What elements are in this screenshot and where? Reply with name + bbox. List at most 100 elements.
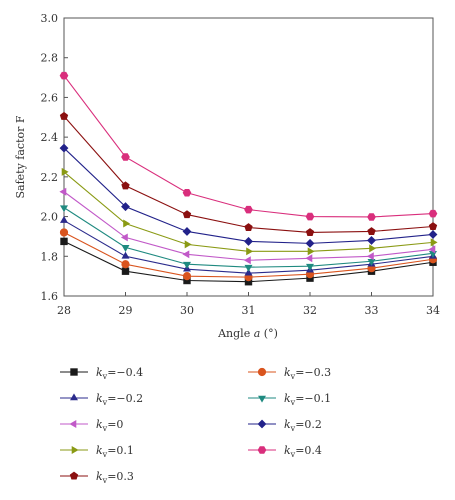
legend-var: k <box>284 366 291 379</box>
data-point <box>121 267 130 275</box>
data-point <box>367 213 376 221</box>
data-point <box>366 252 374 261</box>
data-point <box>428 230 438 239</box>
series-markers <box>59 71 438 286</box>
data-point <box>243 256 251 265</box>
x-tick-label: 29 <box>119 304 133 317</box>
legend-label: kv=0.3 <box>96 470 134 485</box>
legend-value: =0.2 <box>295 418 322 431</box>
data-point <box>60 205 68 213</box>
legend-var: k <box>96 392 103 405</box>
data-point <box>182 210 192 219</box>
data-point <box>59 187 67 196</box>
data-point <box>369 244 377 253</box>
legend-marker <box>257 367 267 377</box>
data-point <box>121 251 130 259</box>
data-point <box>61 167 69 176</box>
data-point <box>430 238 438 247</box>
data-point <box>183 261 191 269</box>
legend-value: =−0.2 <box>107 392 143 405</box>
data-point <box>305 212 315 221</box>
data-point <box>244 264 253 272</box>
y-tick-label: 1.8 <box>41 250 59 263</box>
legend-value: =0.3 <box>107 470 134 483</box>
legend-sub: v <box>102 398 108 407</box>
legend-var: k <box>284 392 291 405</box>
plot-frame <box>63 17 434 297</box>
legend-var: k <box>96 418 103 431</box>
legend-sub: v <box>290 450 296 459</box>
x-axis-title-var: a <box>254 327 261 340</box>
x-tick-label: 28 <box>57 304 71 317</box>
x-tick-label: 34 <box>426 304 440 317</box>
data-point <box>121 181 130 190</box>
legend-label: kv=0.1 <box>96 444 134 459</box>
data-point <box>367 258 376 266</box>
data-point <box>59 228 69 237</box>
data-point <box>121 245 130 252</box>
legend-var: k <box>96 444 103 457</box>
x-tick-label: 30 <box>180 304 194 317</box>
legend-value: =−0.4 <box>107 366 143 379</box>
legend-var: k <box>96 366 103 379</box>
data-point <box>182 227 192 236</box>
data-point <box>428 245 436 254</box>
legend-marker <box>258 395 266 403</box>
data-point <box>123 219 131 228</box>
legend-marker <box>257 419 267 429</box>
data-point <box>307 247 315 256</box>
data-point <box>367 235 376 245</box>
data-point <box>60 215 68 223</box>
x-axis-title: Angle a (°) <box>217 327 278 340</box>
y-tick-label: 2.4 <box>41 131 59 144</box>
legend-marker <box>69 471 79 480</box>
legend-label: kv=−0.2 <box>96 392 143 407</box>
data-point <box>246 247 254 256</box>
legend-value: =0 <box>107 418 123 431</box>
data-point <box>305 238 315 248</box>
data-point <box>367 227 376 236</box>
data-point <box>59 71 69 80</box>
legend-sub: v <box>102 372 108 381</box>
y-tick-label: 2.2 <box>41 171 59 184</box>
legend-sub: v <box>102 450 108 459</box>
data-point <box>306 263 314 271</box>
legend-label: kv=0.2 <box>284 418 322 433</box>
legend-sub: v <box>290 398 296 407</box>
x-axis-title-prefix: Angle <box>217 327 254 340</box>
y-axis-title: Safety factor F <box>14 115 27 198</box>
legend-var: k <box>96 470 103 483</box>
data-point <box>184 240 192 249</box>
data-point <box>59 143 69 153</box>
legend-marker <box>257 446 267 454</box>
y-tick-label: 1.6 <box>41 290 59 303</box>
legend-value: =−0.3 <box>295 366 331 379</box>
legend-label: kv=−0.1 <box>284 392 331 407</box>
legend-value: =0.1 <box>107 444 134 457</box>
x-axis-ticks: 28 29 30 31 32 33 34 <box>57 292 440 317</box>
data-point <box>59 111 69 120</box>
data-point <box>121 153 130 161</box>
legend: kv=−0.4 kv=−0.3kv=−0.2 kv=−0.1kv=0 kv=0.2kv… <box>60 366 331 485</box>
data-point <box>182 272 192 281</box>
data-point <box>60 237 68 246</box>
data-point <box>244 268 253 276</box>
data-point <box>305 228 315 236</box>
legend-marker <box>71 446 79 454</box>
data-point <box>244 205 253 214</box>
legend-sub: v <box>102 476 108 485</box>
x-tick-label: 33 <box>365 304 379 317</box>
x-tick-label: 32 <box>303 304 317 317</box>
legend-marker <box>70 393 78 401</box>
data-point <box>121 260 130 269</box>
data-point <box>182 188 192 197</box>
legend-sub: v <box>290 424 296 433</box>
data-point <box>428 209 438 218</box>
legend-var: k <box>284 418 291 431</box>
legend-label: kv=0.4 <box>284 444 322 459</box>
legend-label: kv=−0.3 <box>284 366 331 381</box>
y-tick-label: 3.0 <box>41 12 59 25</box>
legend-marker <box>70 368 78 376</box>
y-tick-label: 2.8 <box>41 52 59 65</box>
